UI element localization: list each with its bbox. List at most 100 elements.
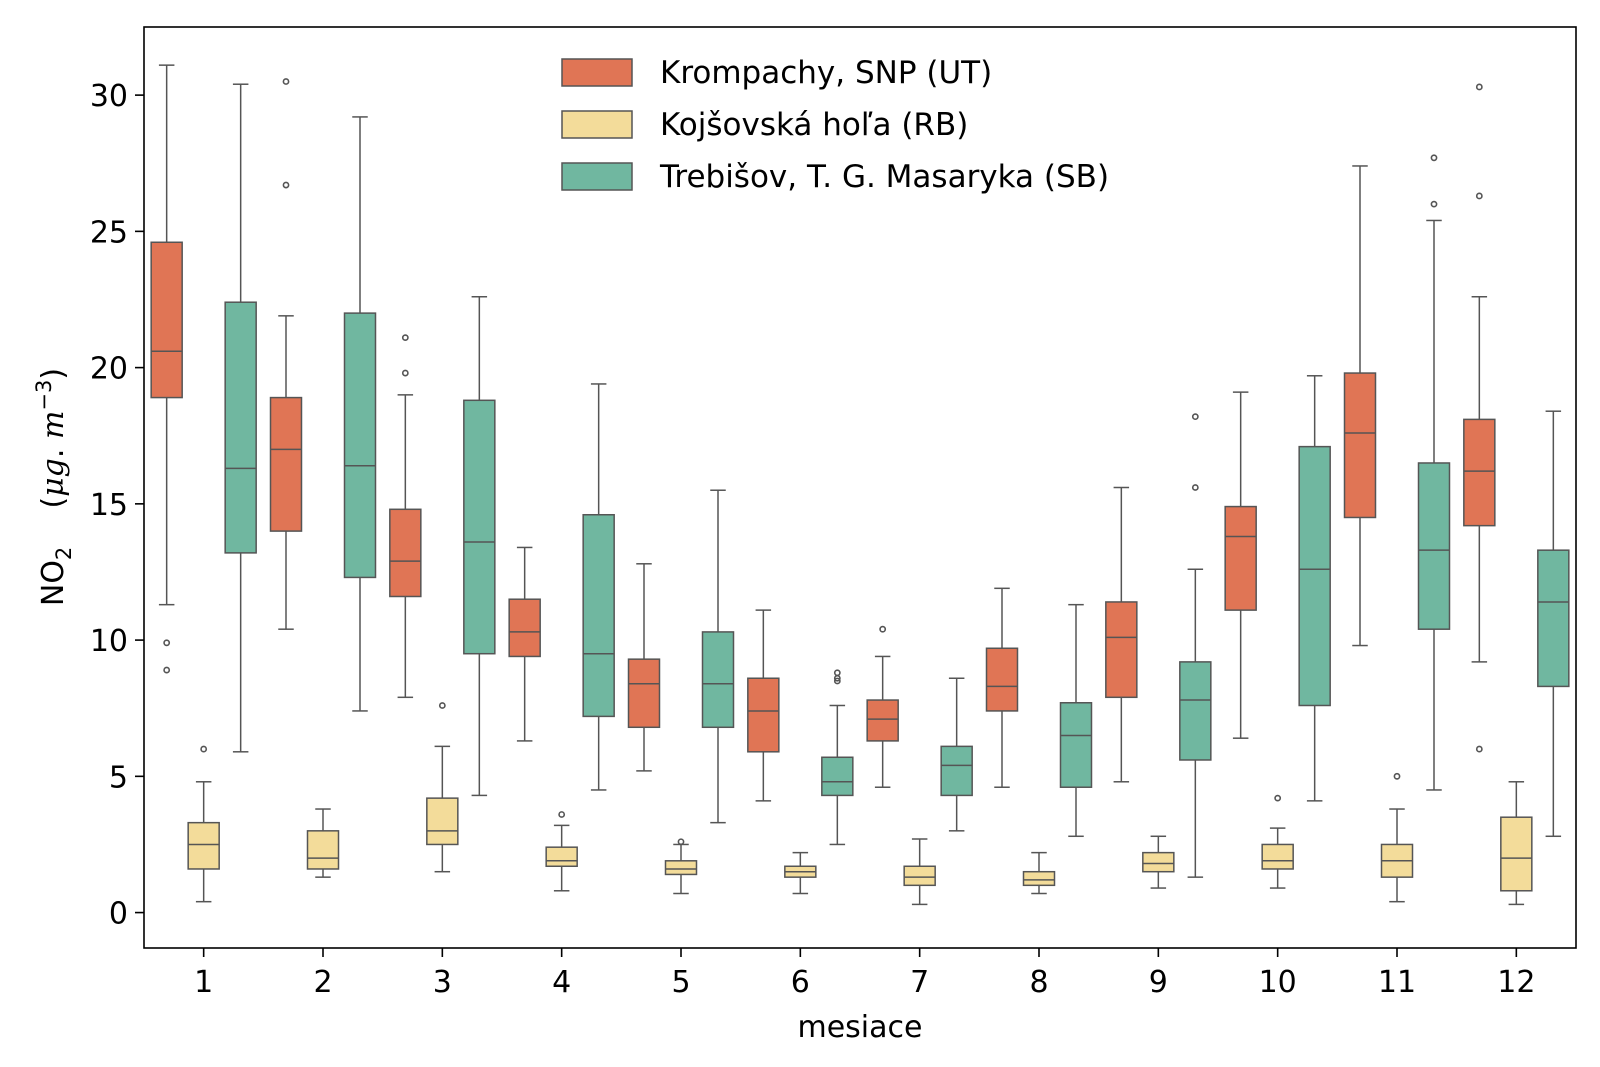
iqr-box bbox=[1298, 445, 1331, 707]
box-series1-month7 bbox=[903, 838, 936, 906]
outlier-point bbox=[1191, 413, 1199, 421]
y-label-open-paren: ( bbox=[36, 497, 71, 509]
box-series2-month10 bbox=[1298, 375, 1331, 802]
box-series2-month8 bbox=[1059, 603, 1093, 838]
outlier-point bbox=[438, 702, 446, 709]
box-series2-month9 bbox=[1179, 413, 1212, 878]
iqr-box bbox=[508, 598, 541, 658]
legend: Krompachy, SNP (UT) Kojšovská hoľa (RB) … bbox=[561, 55, 1109, 195]
x-tick-label: 7 bbox=[910, 965, 929, 1000]
x-tick-label: 5 bbox=[671, 965, 690, 1000]
plot-boxes bbox=[150, 64, 1570, 906]
box-series0-month1 bbox=[150, 64, 183, 674]
box-series1-month6 bbox=[784, 851, 817, 895]
x-tick-label: 11 bbox=[1378, 965, 1416, 1000]
iqr-box bbox=[821, 756, 854, 797]
legend-swatch-trebisov bbox=[561, 162, 633, 191]
iqr-box bbox=[1105, 601, 1138, 699]
x-tick-label: 6 bbox=[791, 965, 810, 1000]
plot-frame bbox=[143, 26, 1577, 949]
box-series2-month4 bbox=[582, 383, 615, 791]
box-series1-month12 bbox=[1500, 781, 1533, 906]
iqr-box bbox=[903, 865, 936, 887]
iqr-box bbox=[1537, 549, 1570, 688]
outlier-point bbox=[1274, 794, 1282, 802]
box-series0-month7 bbox=[866, 625, 899, 788]
outlier-point bbox=[1393, 772, 1401, 780]
iqr-box bbox=[1261, 843, 1294, 870]
box-series2-month5 bbox=[701, 489, 735, 824]
iqr-box bbox=[1417, 462, 1451, 630]
iqr-box bbox=[985, 647, 1019, 712]
iqr-box bbox=[150, 241, 183, 399]
outlier-point bbox=[1430, 200, 1438, 208]
iqr-box bbox=[1022, 870, 1056, 887]
outlier-point bbox=[677, 838, 685, 846]
box-series0-month9 bbox=[1105, 486, 1138, 783]
outlier-point bbox=[879, 625, 887, 633]
box-series2-month12 bbox=[1537, 410, 1570, 838]
outlier-point bbox=[163, 666, 171, 674]
outlier-point bbox=[833, 669, 841, 677]
outlier-point bbox=[833, 677, 841, 685]
x-tick-label: 3 bbox=[433, 965, 452, 1000]
outlier-point bbox=[1475, 745, 1483, 753]
outlier-point bbox=[1475, 83, 1483, 91]
iqr-box bbox=[701, 631, 735, 729]
box-series0-month11 bbox=[1343, 165, 1377, 647]
legend-label-kojsovska: Kojšovská hoľa (RB) bbox=[660, 107, 968, 143]
iqr-box bbox=[627, 658, 661, 729]
box-series1-month10 bbox=[1261, 794, 1294, 889]
iqr-box bbox=[1500, 816, 1533, 892]
box-series2-month11 bbox=[1417, 154, 1451, 791]
iqr-box bbox=[426, 797, 459, 846]
legend-swatch-krompachy bbox=[561, 58, 633, 87]
iqr-box bbox=[224, 301, 257, 554]
x-tick-label: 8 bbox=[1029, 965, 1048, 1000]
x-tick-label: 12 bbox=[1497, 965, 1535, 1000]
iqr-box bbox=[1142, 851, 1175, 873]
y-tick-label: 25 bbox=[90, 215, 128, 250]
y-tick-label: 5 bbox=[109, 760, 128, 795]
box-series0-month3 bbox=[389, 334, 422, 699]
outlier-point bbox=[163, 639, 171, 647]
iqr-box bbox=[187, 821, 220, 870]
box-series0-month6 bbox=[747, 609, 780, 802]
iqr-box bbox=[664, 860, 698, 876]
box-series0-month8 bbox=[985, 587, 1019, 788]
y-label-dot: . bbox=[36, 449, 71, 459]
box-series1-month8 bbox=[1022, 851, 1056, 895]
outlier-point bbox=[200, 745, 208, 753]
outlier-point bbox=[1191, 484, 1199, 491]
y-label-subscript: 2 bbox=[52, 547, 76, 560]
box-series0-month4 bbox=[508, 546, 541, 742]
box-series2-month3 bbox=[463, 296, 496, 797]
y-tick-label: 30 bbox=[90, 79, 128, 114]
outlier-point bbox=[401, 369, 409, 377]
y-label-no: NO bbox=[36, 560, 71, 606]
box-series2-month2 bbox=[343, 116, 377, 712]
box-series0-month12 bbox=[1463, 83, 1496, 753]
iqr-box bbox=[343, 312, 377, 579]
x-tick-label: 9 bbox=[1149, 965, 1168, 1000]
outlier-point bbox=[558, 811, 566, 818]
box-series1-month11 bbox=[1380, 772, 1414, 903]
box-series1-month4 bbox=[545, 811, 578, 892]
legend-label-trebisov: Trebišov, T. G. Masaryka (SB) bbox=[659, 159, 1109, 195]
box-series1-month9 bbox=[1142, 835, 1175, 889]
iqr-box bbox=[306, 830, 340, 870]
iqr-box bbox=[389, 508, 422, 598]
outlier-point bbox=[282, 78, 290, 85]
y-label-m: m bbox=[36, 411, 71, 439]
iqr-box bbox=[1179, 661, 1212, 761]
box-series2-month6 bbox=[821, 669, 854, 846]
box-series1-month3 bbox=[426, 702, 459, 873]
box-series2-month7 bbox=[940, 677, 973, 832]
x-tick-label: 10 bbox=[1259, 965, 1297, 1000]
iqr-box bbox=[747, 677, 780, 753]
box-series0-month10 bbox=[1224, 391, 1257, 739]
x-tick-label: 4 bbox=[552, 965, 571, 1000]
legend-label-krompachy: Krompachy, SNP (UT) bbox=[660, 55, 992, 91]
outlier-point bbox=[1475, 192, 1483, 200]
